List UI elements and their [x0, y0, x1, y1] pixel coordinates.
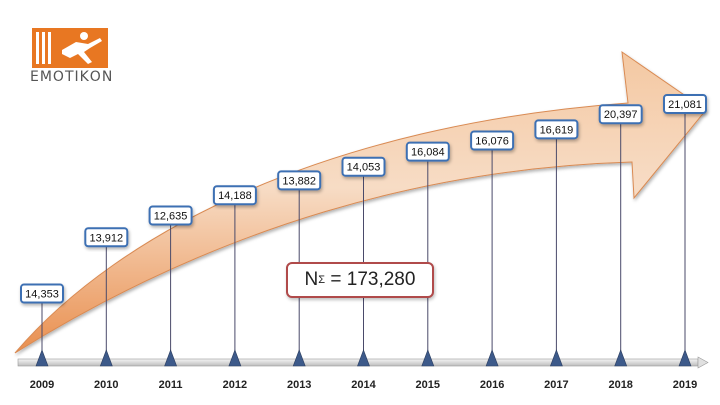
value-label: 14,188 [218, 190, 252, 202]
year-marker [678, 349, 692, 367]
year-marker [99, 349, 113, 367]
year-marker [421, 349, 435, 367]
value-label: 12,635 [154, 211, 188, 223]
value-label: 13,912 [89, 232, 123, 244]
year-marker [485, 349, 499, 367]
year-tick-label: 2013 [287, 379, 311, 391]
year-marker [164, 349, 178, 367]
year-marker [614, 349, 628, 367]
year-tick-label: 2016 [480, 379, 504, 391]
year-tick-label: 2014 [351, 379, 376, 391]
value-label-box [84, 227, 129, 248]
year-tick-label: 2009 [30, 379, 54, 391]
growth-arrow [14, 50, 707, 354]
year-tick-label: 2015 [416, 379, 440, 391]
value-label-box [20, 283, 64, 304]
logo-text: ΕΜΟΤΙΚΟΝ [30, 69, 114, 85]
year-marker [357, 349, 370, 367]
year-tick-label: 2011 [159, 379, 183, 391]
year-tick-label: 2019 [673, 379, 697, 391]
year-tick-label: 2017 [544, 379, 568, 391]
value-label-box [148, 205, 193, 226]
value-label-box [277, 170, 322, 191]
total-symbol: N [304, 269, 319, 290]
value-label-box [663, 94, 707, 114]
year-marker [549, 349, 563, 367]
year-marker [292, 349, 306, 367]
total-subscript: Σ [318, 274, 326, 286]
value-label-box [212, 185, 257, 206]
value-label: 13,882 [282, 175, 316, 187]
axis-arrow-icon [697, 356, 709, 369]
year-tick-label: 2018 [608, 379, 632, 391]
value-label-box [598, 104, 643, 125]
year-marker [228, 349, 242, 367]
year-tick-label: 2010 [94, 379, 118, 391]
total-value: = 173,280 [330, 269, 416, 290]
value-label: 14,053 [347, 162, 381, 174]
value-label-box [405, 141, 450, 162]
logo: ΕΜΟΤΙΚΟΝ [30, 28, 114, 88]
value-label-box [341, 156, 386, 177]
year-marker [35, 349, 49, 367]
value-label: 16,084 [411, 147, 445, 159]
value-label-box [534, 119, 579, 140]
value-label: 20,397 [604, 109, 638, 121]
year-tick-label: 2012 [223, 379, 247, 391]
value-label: 16,076 [475, 136, 509, 148]
value-label: 16,619 [540, 124, 574, 136]
runner-icon [32, 28, 108, 68]
value-label: 21,081 [668, 99, 702, 111]
value-label: 14,353 [25, 289, 59, 301]
value-label-box [470, 130, 515, 151]
